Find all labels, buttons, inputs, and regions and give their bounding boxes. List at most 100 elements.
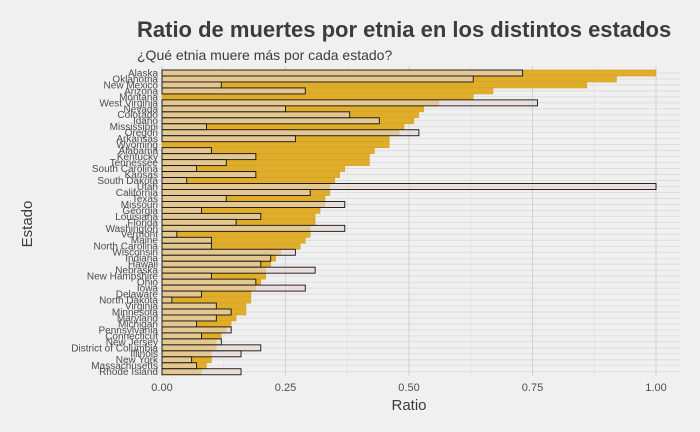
bar-series-2 bbox=[161, 81, 222, 89]
bar-series-2 bbox=[161, 111, 351, 119]
state-label: New York bbox=[116, 355, 159, 366]
bar-series-2 bbox=[161, 218, 237, 226]
state-label: South Carolina bbox=[92, 164, 159, 175]
bar-series-2 bbox=[161, 242, 212, 250]
bar-series-2 bbox=[161, 308, 232, 316]
bar-series-1 bbox=[161, 231, 311, 238]
bar-series-2 bbox=[161, 224, 346, 232]
chart-title: Ratio de muertes por etnia en los distin… bbox=[137, 17, 671, 42]
state-label: Florida bbox=[127, 218, 158, 229]
state-label: Wyoming bbox=[116, 140, 158, 151]
x-tick-label: 0.50 bbox=[398, 382, 419, 394]
bar-series-2 bbox=[161, 200, 346, 208]
state-label: North Carolina bbox=[94, 242, 159, 253]
state-label: California bbox=[116, 188, 159, 199]
bar-series-2 bbox=[161, 248, 296, 256]
bars bbox=[161, 69, 657, 376]
bar-series-2 bbox=[161, 326, 232, 334]
state-label: Hawaii bbox=[128, 260, 158, 271]
state-label: New Jersey bbox=[106, 337, 158, 348]
bar-series-2 bbox=[161, 165, 198, 173]
bar-series-2 bbox=[161, 135, 296, 143]
bar-series-2 bbox=[161, 212, 262, 220]
bar-series-2 bbox=[161, 368, 242, 376]
bar-series-2 bbox=[161, 290, 202, 298]
state-label: Missouri bbox=[121, 200, 158, 211]
state-label: Oklahoma bbox=[112, 74, 158, 85]
bar-series-2 bbox=[161, 171, 257, 179]
state-label: Connecticut bbox=[105, 331, 158, 342]
bar-series-2 bbox=[161, 338, 222, 346]
bar-series-2 bbox=[161, 159, 227, 167]
state-label: West Virginia bbox=[99, 98, 158, 109]
state-label: Iowa bbox=[137, 284, 159, 295]
state-label: Washington bbox=[106, 224, 158, 235]
state-label: Wisconsin bbox=[112, 248, 158, 259]
state-label: Louisiana bbox=[115, 212, 158, 223]
state-label: Tennessee bbox=[110, 158, 159, 169]
state-label: Maine bbox=[131, 236, 159, 247]
state-label: District of Columbia bbox=[71, 343, 158, 354]
bar-series-2 bbox=[161, 284, 306, 292]
bar-series-2 bbox=[161, 260, 262, 268]
bar-series-2 bbox=[161, 75, 474, 83]
bar-series-2 bbox=[161, 320, 198, 328]
state-label: North Dakota bbox=[99, 295, 158, 306]
state-label: South Dakota bbox=[97, 176, 158, 187]
bar-series-2 bbox=[161, 350, 242, 358]
state-label: Nebraska bbox=[115, 266, 158, 277]
state-label: Kansas bbox=[125, 170, 158, 181]
bar-series-2 bbox=[161, 183, 657, 190]
bar-series-2 bbox=[161, 266, 316, 274]
bar-series-1 bbox=[161, 93, 474, 101]
bar-series-2 bbox=[161, 87, 306, 95]
state-label: Georgia bbox=[122, 206, 158, 217]
bar-series-2 bbox=[161, 230, 178, 238]
state-label: Kentucky bbox=[117, 152, 158, 163]
state-label: Illinois bbox=[130, 349, 158, 360]
bar-series-2 bbox=[161, 69, 524, 77]
state-label: Massachusetts bbox=[91, 361, 158, 372]
state-label: Idaho bbox=[133, 116, 158, 127]
bar-series-1 bbox=[161, 296, 252, 304]
bar-series-2 bbox=[161, 105, 286, 113]
x-tick-labels: 0.00 0.25 0.50 0.75 1.00 bbox=[151, 382, 666, 394]
state-label: Pennsylvania bbox=[99, 325, 159, 336]
x-tick-label: 0.00 bbox=[151, 382, 172, 394]
bar-series-1 bbox=[161, 81, 588, 89]
bar-series-2 bbox=[161, 99, 538, 107]
state-label: Maryland bbox=[117, 313, 158, 324]
bar-series-2 bbox=[161, 177, 188, 185]
x-axis-title: Ratio bbox=[391, 397, 426, 414]
bar-series-2 bbox=[161, 254, 272, 262]
bar-series-2 bbox=[161, 314, 217, 322]
bar-series-2 bbox=[161, 344, 262, 352]
state-label: Michigan bbox=[118, 319, 158, 330]
state-label: Ohio bbox=[137, 278, 159, 289]
y-axis-title: Estado bbox=[19, 201, 36, 248]
bar-series-2 bbox=[161, 206, 202, 214]
state-label: Nevada bbox=[124, 104, 159, 115]
state-label: New Mexico bbox=[104, 80, 159, 91]
bar-series-2 bbox=[161, 278, 257, 286]
bar-series-2 bbox=[161, 236, 212, 244]
state-label: Vermont bbox=[121, 230, 158, 241]
bar-series-2 bbox=[161, 189, 311, 196]
state-label: Utah bbox=[137, 182, 158, 193]
bar-series-2 bbox=[161, 302, 217, 310]
bar-series-2 bbox=[161, 362, 198, 370]
bar-series-2 bbox=[161, 153, 257, 161]
state-label: Arizona bbox=[124, 86, 158, 97]
state-label: Delaware bbox=[116, 289, 159, 300]
state-label: Oregon bbox=[125, 128, 158, 139]
bar-series-1 bbox=[161, 177, 336, 184]
bar-series-2 bbox=[161, 117, 380, 125]
state-label: Mississippi bbox=[110, 122, 158, 133]
bar-series-2 bbox=[161, 129, 420, 137]
bar-series-2 bbox=[161, 195, 227, 202]
bar-series-2 bbox=[161, 147, 212, 155]
state-label: Virginia bbox=[125, 301, 159, 312]
bar-series-2 bbox=[161, 332, 202, 340]
